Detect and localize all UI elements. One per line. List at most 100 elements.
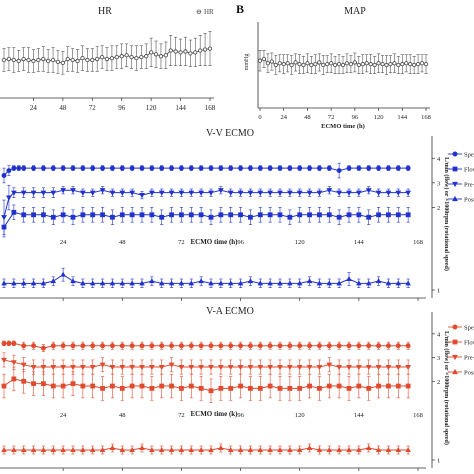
va-series-speed-point	[80, 343, 86, 349]
va-series-speed-point	[31, 343, 37, 349]
vv-series-post-point	[306, 278, 313, 284]
va-series-prep-point	[385, 364, 392, 371]
va-series-speed-point	[11, 340, 17, 346]
hr-x-tick-label: 72	[89, 104, 97, 112]
va-series-post-point	[168, 446, 175, 453]
map-x-tick-label: 48	[304, 114, 311, 121]
vv-series-flow-point	[80, 212, 86, 218]
va-y2-tick-label: 1	[437, 458, 440, 465]
va-series-flow-point	[248, 385, 253, 391]
vv-y2-tick-label: 3	[437, 180, 440, 187]
va-series-flow-point	[149, 385, 155, 391]
hr-x-tick-label: 48	[59, 104, 67, 112]
hr-series-point	[129, 55, 134, 60]
va-legend-marker	[452, 324, 458, 330]
vv-series-speed-point	[376, 165, 382, 171]
va-series-flow-point	[21, 378, 27, 384]
vv-legend-marker	[452, 195, 458, 202]
vv-series-speed-point	[159, 165, 165, 171]
vv-series-post-point	[296, 280, 303, 286]
map-series-point	[305, 61, 310, 66]
map-series-point	[348, 61, 354, 67]
map-series-point	[293, 60, 298, 65]
hr-series-point	[41, 56, 46, 62]
vv-series-speed-point	[297, 165, 303, 171]
map-series-point	[328, 61, 334, 66]
va-series-prep-point	[158, 364, 165, 371]
va-y2-tick-label: 2	[437, 379, 440, 386]
vv-legend-label: Pre-p	[464, 182, 474, 189]
vv-series-post-point	[168, 280, 175, 286]
vv-series-post-point	[158, 280, 165, 286]
va-series-speed-point	[50, 343, 56, 349]
hr-series-point	[55, 59, 61, 65]
vv-series-post-point	[336, 280, 342, 286]
va-legend-label: Speed	[464, 325, 474, 332]
va-legend-label: Post-	[464, 370, 474, 377]
va-series-flow-point	[386, 383, 391, 389]
map-series-point	[281, 61, 286, 67]
hr-x-tick-label: 96	[118, 104, 126, 112]
vv-series-speed-point	[80, 165, 86, 171]
vv-series-prep-point	[395, 190, 402, 196]
vv-series-speed-point	[247, 165, 253, 171]
va-series-post-point	[119, 446, 126, 453]
va-y2-tick-label: 4	[437, 331, 441, 338]
va-series-speed-point	[385, 343, 391, 349]
hr-series-point	[50, 57, 56, 63]
va-series-post-point	[208, 446, 214, 453]
va-series-post-point	[99, 446, 106, 453]
va-series-speed-point	[316, 343, 322, 349]
va-series-prep-point	[168, 362, 175, 368]
vv-series-post-point	[208, 280, 214, 286]
vv-legend-marker	[452, 166, 458, 172]
va-title: V-A ECMO	[206, 306, 254, 317]
vv-series-prep-point	[188, 190, 195, 196]
vv-series-prep-point	[247, 190, 254, 196]
vv-series-post-point	[346, 275, 352, 282]
vv-series-flow-point	[238, 212, 243, 218]
vv-series-post-point	[227, 280, 234, 286]
va-x-tick-label: 168	[413, 412, 423, 419]
hr-series-point	[80, 55, 85, 61]
va-series-post-point	[60, 446, 66, 453]
vv-series-prep-point	[79, 190, 86, 196]
vv-series-post-point	[267, 280, 273, 286]
vv-series-speed-point	[31, 165, 37, 171]
vv-series-post-point	[80, 280, 86, 286]
vv-series-flow-point	[188, 212, 194, 218]
va-series-flow-point	[90, 383, 96, 389]
vv-legend-marker	[452, 151, 458, 157]
va-series-speed-point	[208, 343, 214, 349]
vv-series-post-point	[316, 280, 323, 286]
vv-series-flow-point	[307, 212, 312, 218]
va-series-prep-point	[119, 364, 126, 371]
va-series-speed-point	[326, 343, 332, 349]
vv-y2-tick-label: 2	[437, 205, 440, 212]
vv-series-post-point	[89, 280, 96, 286]
va-series-speed-point	[119, 343, 125, 349]
va-series-prep-point	[139, 364, 145, 371]
vv-series-post-point	[119, 280, 126, 286]
va-series-post-point	[365, 444, 372, 451]
vv-series-speed-point	[267, 165, 273, 171]
va-legend-label: Pre-p	[464, 355, 474, 362]
vv-series-speed-point	[287, 165, 293, 171]
hr-series-point	[85, 57, 90, 63]
vv-series-speed-point	[277, 165, 283, 171]
vv-series-prep-point	[50, 190, 57, 196]
vv-series-post-point	[99, 280, 106, 286]
map-series-point	[269, 59, 275, 64]
va-series-prep-point	[198, 364, 205, 371]
va-series-speed-point	[336, 343, 342, 349]
hr-series-point	[95, 56, 100, 62]
map-series-point	[400, 61, 405, 67]
va-series-prep-point	[336, 364, 343, 371]
vv-series-speed-point	[405, 165, 411, 171]
va-x-tick-label: 144	[354, 412, 365, 419]
va-ecmo-panel: V-A ECMO 1 2 3 4 24 48 72 96 120 144 168 ECMO time…	[0, 306, 474, 471]
va-series-speed-point	[247, 343, 253, 349]
vv-series-post-point	[277, 280, 283, 286]
hr-panel: HR ⊖ HR 24 48 72 96 120 144 168	[0, 6, 216, 112]
va-series-prep-point	[237, 364, 244, 371]
